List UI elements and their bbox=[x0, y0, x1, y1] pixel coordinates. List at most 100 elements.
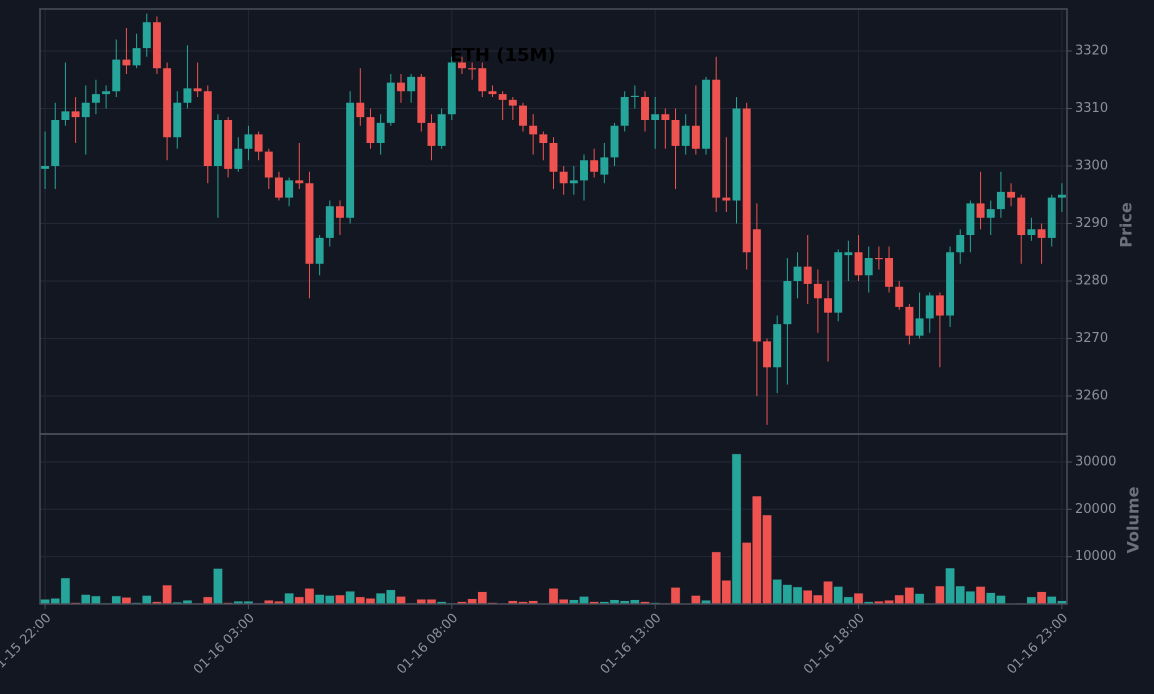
candle-body bbox=[661, 114, 670, 120]
candle-body bbox=[183, 88, 192, 103]
candle-body bbox=[71, 111, 80, 118]
volume-bar bbox=[80, 594, 91, 605]
candle-body bbox=[895, 286, 904, 307]
volume-bar bbox=[375, 592, 386, 605]
volume-bar bbox=[365, 598, 376, 605]
candle-body bbox=[427, 122, 436, 146]
candle-body bbox=[81, 102, 90, 118]
candle-body bbox=[671, 119, 680, 146]
candle-body bbox=[488, 91, 497, 95]
candle-body bbox=[203, 91, 212, 167]
candle-body bbox=[356, 102, 365, 118]
candle-body bbox=[51, 119, 60, 167]
volume-bar bbox=[752, 495, 762, 605]
volume-panel bbox=[39, 433, 1068, 605]
volume-bar bbox=[731, 453, 742, 605]
volume-bar bbox=[996, 595, 1006, 605]
candle-body bbox=[478, 68, 487, 92]
candle-body bbox=[102, 91, 111, 95]
candle-body bbox=[468, 68, 477, 70]
volume-bar bbox=[467, 598, 477, 605]
candle-body bbox=[519, 105, 527, 126]
candle-body bbox=[1017, 197, 1026, 236]
volume-bar bbox=[823, 581, 833, 605]
candle-body bbox=[91, 94, 100, 103]
candle-body bbox=[600, 157, 609, 175]
volume-bar bbox=[50, 598, 61, 605]
volume-bar bbox=[843, 596, 854, 605]
candle-body bbox=[173, 102, 182, 138]
y-axis-label: Price bbox=[1117, 202, 1136, 248]
candle-body bbox=[752, 229, 761, 342]
volume-bar bbox=[935, 585, 945, 605]
candle-body bbox=[569, 180, 578, 184]
volume-bar bbox=[670, 587, 681, 605]
candle-body bbox=[213, 119, 222, 167]
candle-body bbox=[386, 82, 395, 123]
volume-bar bbox=[691, 595, 701, 605]
volume-tick-label: 20000 bbox=[1075, 502, 1116, 517]
volume-bar bbox=[477, 591, 488, 605]
candle-body bbox=[305, 183, 314, 264]
volume-bar bbox=[213, 568, 223, 605]
candle-body bbox=[641, 96, 649, 120]
candle-body bbox=[346, 102, 355, 218]
volume-bar bbox=[914, 593, 925, 605]
volume-bar bbox=[975, 586, 986, 605]
candle-body bbox=[885, 258, 894, 287]
volume-bar bbox=[121, 597, 132, 605]
y-tick-label: 3300 bbox=[1075, 159, 1108, 174]
volume-bar bbox=[345, 590, 355, 605]
candle-body bbox=[508, 99, 517, 106]
candle-body bbox=[132, 48, 141, 66]
volume-bar bbox=[548, 588, 559, 605]
candle-body bbox=[295, 180, 304, 184]
volume-bar bbox=[792, 586, 803, 605]
candle-body bbox=[702, 79, 710, 149]
volume-bar bbox=[355, 596, 366, 605]
y-tick-label: 3320 bbox=[1075, 43, 1108, 58]
candle-body bbox=[763, 341, 772, 368]
candle-body bbox=[905, 306, 914, 336]
candle-body bbox=[335, 206, 344, 218]
y-tick-label: 3270 bbox=[1075, 331, 1108, 346]
volume-bar bbox=[955, 585, 966, 605]
candle-body bbox=[142, 22, 151, 49]
candle-body bbox=[366, 117, 375, 143]
candle-body bbox=[315, 237, 324, 264]
candle-body bbox=[935, 295, 944, 316]
candle-body bbox=[539, 134, 548, 143]
candle-body bbox=[437, 114, 446, 146]
candle-body bbox=[620, 96, 629, 126]
volume-bar bbox=[741, 542, 752, 605]
candle-body bbox=[722, 197, 731, 201]
candle-body bbox=[244, 134, 253, 149]
candle-body bbox=[1007, 191, 1016, 198]
candle-body bbox=[163, 68, 172, 138]
y-tick-label: 3290 bbox=[1075, 216, 1108, 231]
candle-body bbox=[264, 151, 273, 178]
candle-body bbox=[559, 171, 568, 184]
volume-bar bbox=[314, 594, 325, 605]
y-tick-label: 3310 bbox=[1075, 101, 1108, 116]
candle-body bbox=[813, 283, 822, 299]
candle-body bbox=[681, 125, 690, 146]
y-tick-label: 3280 bbox=[1075, 274, 1108, 289]
volume-bar bbox=[202, 596, 213, 605]
candle-body bbox=[854, 252, 863, 276]
candle-body bbox=[224, 119, 233, 169]
candle-body bbox=[1027, 229, 1036, 236]
candle-body bbox=[112, 59, 121, 92]
candle-body bbox=[610, 125, 619, 158]
volume-bar bbox=[579, 596, 589, 605]
volume-bar bbox=[904, 587, 915, 605]
volume-bar bbox=[813, 594, 823, 605]
candle-body bbox=[874, 258, 883, 260]
candle-body bbox=[834, 252, 843, 313]
volume-bar bbox=[91, 595, 101, 605]
volume-bar bbox=[1026, 596, 1037, 605]
candle-body bbox=[529, 125, 538, 135]
candle-body bbox=[915, 318, 924, 336]
volume-tick-label: 30000 bbox=[1075, 454, 1116, 469]
